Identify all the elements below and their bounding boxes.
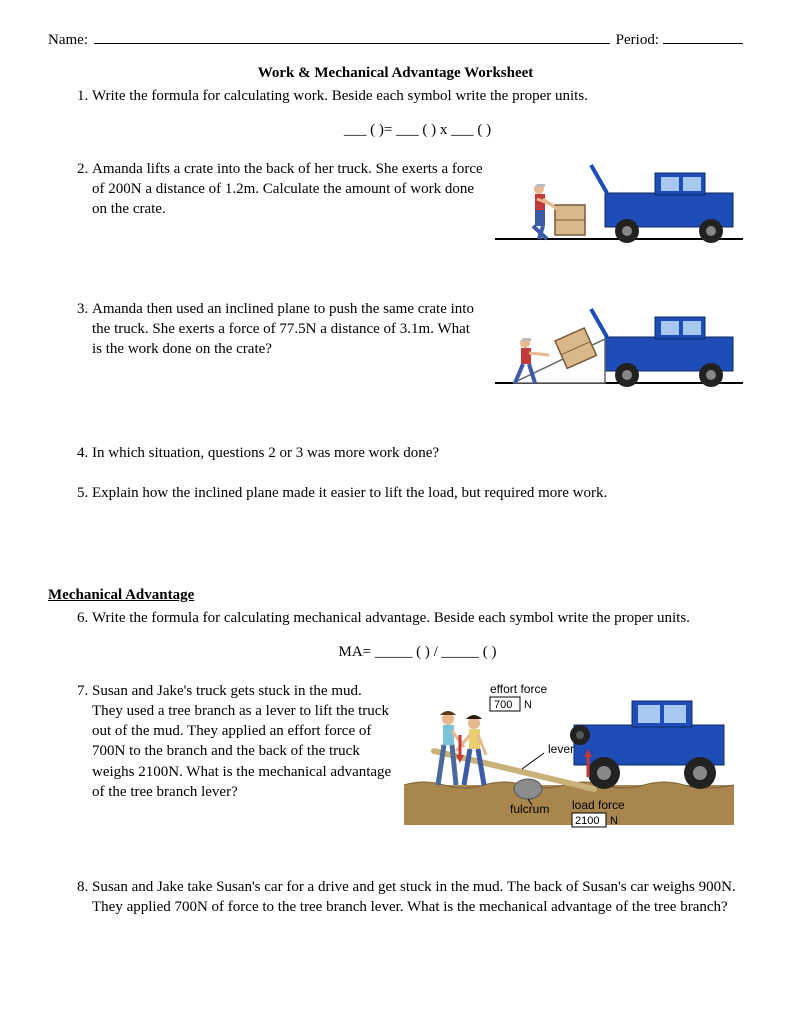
period-label: Period:	[616, 32, 659, 49]
question-2: Amanda lifts a crate into the back of he…	[92, 159, 743, 289]
header-row: Name: Period:	[48, 28, 743, 49]
svg-text:N: N	[610, 815, 618, 827]
figure-q3-truck-ramp	[495, 299, 743, 391]
question-7: Susan and Jake's truck gets stuck in the…	[92, 681, 743, 867]
question-8: Susan and Jake take Susan's car for a dr…	[92, 877, 743, 918]
svg-text:load force: load force	[572, 798, 625, 812]
worksheet-page: Name: Period: Work & Mechanical Advantag…	[0, 0, 791, 1024]
svg-text:fulcrum: fulcrum	[510, 802, 549, 816]
question-6: Write the formula for calculating mechan…	[92, 608, 743, 663]
worksheet-title: Work & Mechanical Advantage Worksheet	[48, 65, 743, 82]
question-6-text: Write the formula for calculating mechan…	[92, 610, 690, 626]
label-effort-force: effort force	[490, 682, 547, 696]
question-list: Write the formula for calculating work. …	[72, 86, 743, 503]
figure-q7-lever: effort force 700 N lever fulcrum load fo…	[404, 681, 734, 841]
figure-q2-truck-lifting	[495, 159, 743, 247]
question-2-text: Amanda lifts a crate into the back of he…	[92, 159, 483, 220]
question-5: Explain how the inclined plane made it e…	[92, 483, 743, 503]
question-list-2: Write the formula for calculating mechan…	[72, 608, 743, 917]
svg-text:lever: lever	[548, 742, 574, 756]
question-3: Amanda then used an inclined plane to pu…	[92, 299, 743, 433]
q1-formula: ___ ( )= ___ ( ) x ___ ( )	[92, 120, 743, 140]
question-1-text: Write the formula for calculating work. …	[92, 88, 588, 104]
question-3-text: Amanda then used an inclined plane to pu…	[92, 299, 483, 360]
q6-formula: MA= _____ ( ) / _____ ( )	[92, 642, 743, 662]
question-8-text: Susan and Jake take Susan's car for a dr…	[92, 879, 736, 915]
question-1: Write the formula for calculating work. …	[92, 86, 743, 141]
name-label: Name:	[48, 32, 88, 49]
question-4-text: In which situation, questions 2 or 3 was…	[92, 445, 439, 461]
section-mechanical-advantage: Mechanical Advantage	[48, 587, 743, 604]
svg-text:700: 700	[494, 699, 512, 711]
question-5-text: Explain how the inclined plane made it e…	[92, 485, 607, 501]
period-blank-line[interactable]	[663, 28, 743, 44]
svg-text:2100: 2100	[575, 815, 599, 827]
question-7-text: Susan and Jake's truck gets stuck in the…	[92, 681, 392, 803]
name-blank-line[interactable]	[94, 28, 610, 44]
question-4: In which situation, questions 2 or 3 was…	[92, 443, 743, 473]
svg-text:N: N	[524, 699, 532, 711]
